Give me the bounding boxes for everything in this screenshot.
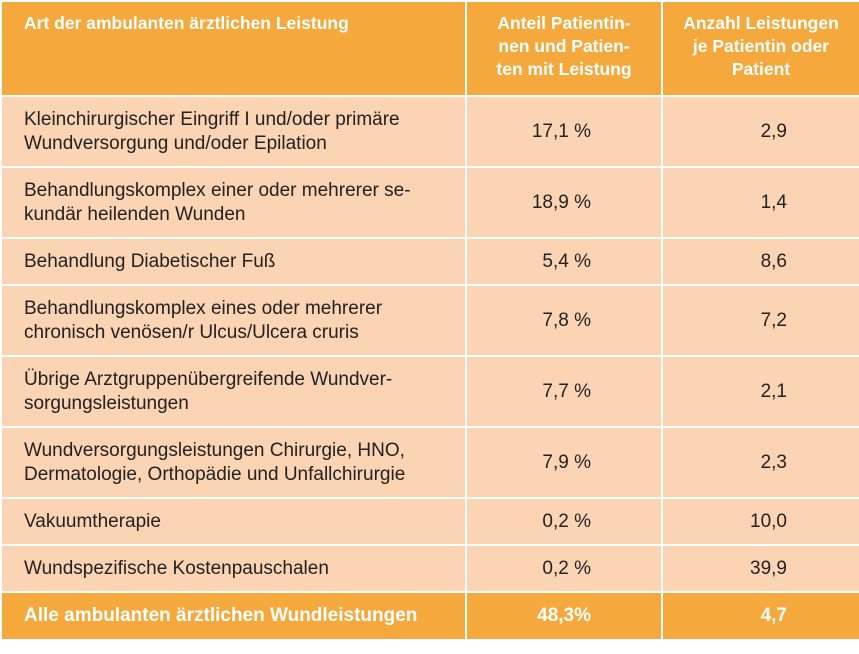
header-patient-share-line: ten mit Leistung bbox=[496, 59, 632, 79]
row-label-line: Übrige Arztgruppenübergreifende Wundver- bbox=[24, 368, 393, 390]
header-patient-share: Anteil Patientin- nen und Patien- ten mi… bbox=[465, 0, 663, 97]
header-patient-share-line: Anteil Patientin- bbox=[497, 13, 631, 33]
row-label-line: Dermatologie, Orthopädie und Unfallchiru… bbox=[24, 463, 406, 485]
row-label: Übrige Arztgruppenübergreifende Wundver-… bbox=[0, 355, 467, 428]
table-row: Wundversorgungsleistungen Chirurgie, HNO… bbox=[0, 426, 859, 499]
table-row: Vakuumtherapie 0,2 % 10,0 bbox=[0, 497, 859, 546]
row-count: 7,2 bbox=[661, 284, 859, 357]
row-label-line: sorgungsleistungen bbox=[24, 392, 189, 414]
header-services-per-patient: Anzahl Leistungen je Patientin oder Pati… bbox=[661, 0, 859, 97]
total-row: Alle ambulanten ärztlichen Wundleistunge… bbox=[0, 591, 859, 641]
header-services-line: Anzahl Leistungen bbox=[683, 13, 839, 33]
row-share: 17,1 % bbox=[465, 95, 663, 168]
row-label-line: Behandlung Diabetischer Fuß bbox=[24, 250, 276, 272]
row-label-line: Wundversorgungsleistungen Chirurgie, HNO… bbox=[24, 439, 405, 461]
row-label: Wundspezifische Kostenpauschalen bbox=[0, 544, 467, 593]
row-label-line: chronisch venösen/r Ulcus/Ulcera cruris bbox=[24, 321, 359, 343]
row-count: 2,9 bbox=[661, 95, 859, 168]
row-share: 5,4 % bbox=[465, 237, 663, 286]
table-row: Behandlungskomplex einer oder mehrerer s… bbox=[0, 166, 859, 239]
row-label-line: Behandlungskomplex einer oder mehrerer s… bbox=[24, 179, 411, 201]
row-count: 1,4 bbox=[661, 166, 859, 239]
row-label: Behandlungskomplex einer oder mehrerer s… bbox=[0, 166, 467, 239]
table-row: Kleinchirurgischer Eingriff I und/oder p… bbox=[0, 95, 859, 168]
row-count: 2,3 bbox=[661, 426, 859, 499]
header-row: Art der ambulanten ärztlichen Leistung A… bbox=[0, 0, 859, 97]
row-label-line: kundär heilenden Wunden bbox=[24, 203, 246, 225]
row-share: 0,2 % bbox=[465, 544, 663, 593]
row-label: Vakuumtherapie bbox=[0, 497, 467, 546]
row-label: Kleinchirurgischer Eingriff I und/oder p… bbox=[0, 95, 467, 168]
header-services-line: je Patientin oder bbox=[692, 36, 830, 56]
row-count: 10,0 bbox=[661, 497, 859, 546]
table-row: Behandlungskomplex eines oder mehrerer c… bbox=[0, 284, 859, 357]
table-row: Übrige Arztgruppenübergreifende Wundver-… bbox=[0, 355, 859, 428]
row-count: 39,9 bbox=[661, 544, 859, 593]
row-label-line: Wundspezifische Kostenpauschalen bbox=[24, 557, 329, 579]
row-share: 7,7 % bbox=[465, 355, 663, 428]
total-share: 48,3% bbox=[465, 591, 663, 641]
row-label: Wundversorgungsleistungen Chirurgie, HNO… bbox=[0, 426, 467, 499]
row-label-line: Wundversorgung und/oder Epilation bbox=[24, 132, 327, 154]
row-share: 0,2 % bbox=[465, 497, 663, 546]
row-count: 8,6 bbox=[661, 237, 859, 286]
header-service-type: Art der ambulanten ärztlichen Leistung bbox=[0, 0, 467, 97]
total-label: Alle ambulanten ärztlichen Wundleistunge… bbox=[0, 591, 467, 641]
row-share: 18,9 % bbox=[465, 166, 663, 239]
row-share: 7,9 % bbox=[465, 426, 663, 499]
row-label: Behandlungskomplex eines oder mehrerer c… bbox=[0, 284, 467, 357]
row-label-line: Behandlungskomplex eines oder mehrerer bbox=[24, 297, 383, 319]
row-label-line: Kleinchirurgischer Eingriff I und/oder p… bbox=[24, 108, 400, 130]
header-patient-share-line: nen und Patien- bbox=[498, 36, 630, 56]
row-count: 2,1 bbox=[661, 355, 859, 428]
row-label-line: Vakuumtherapie bbox=[24, 510, 161, 532]
row-label: Behandlung Diabetischer Fuß bbox=[0, 237, 467, 286]
header-services-line: Patient bbox=[731, 59, 791, 79]
row-share: 7,8 % bbox=[465, 284, 663, 357]
table-row: Wundspezifische Kostenpauschalen 0,2 % 3… bbox=[0, 544, 859, 593]
table-row: Behandlung Diabetischer Fuß 5,4 % 8,6 bbox=[0, 237, 859, 286]
total-count: 4,7 bbox=[661, 591, 859, 641]
